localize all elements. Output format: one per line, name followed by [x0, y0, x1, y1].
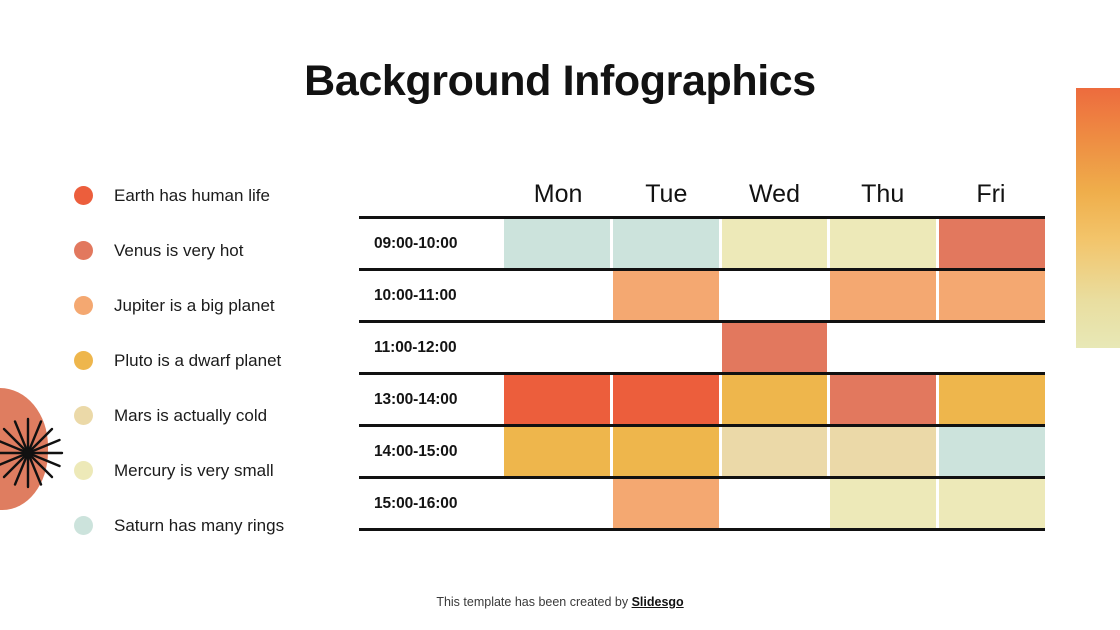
legend-item-label: Mars is actually cold	[114, 405, 268, 425]
schedule-row-cells	[504, 323, 1045, 372]
day-header-row: Mon Tue Wed Thu Fri	[359, 172, 1045, 216]
schedule-cell[interactable]	[721, 271, 828, 320]
schedule-cell[interactable]	[721, 427, 828, 476]
footer-credit: This template has been created by Slides…	[0, 595, 1120, 609]
legend-item: Saturn has many rings	[74, 498, 354, 553]
schedule-cell[interactable]	[721, 219, 828, 268]
schedule-row-cells	[504, 219, 1045, 268]
schedule-cell[interactable]	[939, 323, 1045, 372]
schedule-cell[interactable]	[504, 479, 610, 528]
day-header-mon: Mon	[533, 179, 583, 208]
slidesgo-link[interactable]: Slidesgo	[631, 595, 684, 609]
table-rule	[359, 372, 1045, 375]
schedule-cell[interactable]	[830, 479, 937, 528]
legend-color-dot	[74, 516, 93, 535]
schedule-row: 11:00-12:00	[359, 323, 1045, 372]
schedule-row-cells	[504, 427, 1045, 476]
table-rule	[359, 424, 1045, 427]
schedule-cell[interactable]	[612, 427, 719, 476]
schedule-cell[interactable]	[721, 323, 828, 372]
time-slot-label: 10:00-11:00	[374, 286, 457, 304]
legend-item: Earth has human life	[74, 168, 354, 223]
schedule-cell[interactable]	[830, 271, 937, 320]
legend-item: Mercury is very small	[74, 443, 354, 498]
schedule-cell[interactable]	[830, 427, 937, 476]
day-header-tue: Tue	[645, 179, 688, 208]
schedule-cell[interactable]	[939, 427, 1045, 476]
schedule-cell[interactable]	[939, 375, 1045, 424]
schedule-table: Mon Tue Wed Thu Fri 09:00-10:00 10:00-11:00 11…	[359, 172, 1045, 531]
schedule-row: 14:00-15:00	[359, 427, 1045, 476]
schedule-cell[interactable]	[612, 323, 719, 372]
schedule-cell[interactable]	[830, 323, 937, 372]
schedule-row: 13:00-14:00	[359, 375, 1045, 424]
schedule-cell[interactable]	[721, 375, 828, 424]
schedule-cell[interactable]	[939, 271, 1045, 320]
schedule-cell[interactable]	[830, 219, 937, 268]
legend-color-dot	[74, 241, 93, 260]
schedule-row-cells	[504, 375, 1045, 424]
schedule-cell[interactable]	[504, 427, 610, 476]
legend-color-dot	[74, 406, 93, 425]
time-slot-label: 15:00-16:00	[374, 494, 458, 512]
legend-item-label: Saturn has many rings	[114, 515, 285, 535]
table-rule	[359, 320, 1045, 323]
legend-color-dot	[74, 296, 93, 315]
schedule-cell[interactable]	[612, 479, 719, 528]
table-rule-top	[359, 216, 1045, 219]
legend-item: Mars is actually cold	[74, 388, 354, 443]
day-header-wed: Wed	[749, 179, 800, 208]
schedule-cell[interactable]	[504, 219, 610, 268]
schedule-row: 10:00-11:00	[359, 271, 1045, 320]
schedule-row-cells	[504, 479, 1045, 528]
schedule-row: 15:00-16:00	[359, 479, 1045, 528]
schedule-row: 09:00-10:00	[359, 219, 1045, 268]
time-slot-label: 11:00-12:00	[374, 338, 457, 356]
legend-item-label: Earth has human life	[114, 185, 270, 205]
schedule-cell[interactable]	[504, 375, 610, 424]
day-header-fri: Fri	[976, 179, 1006, 208]
schedule-cell[interactable]	[504, 323, 610, 372]
starburst-icon	[0, 417, 64, 489]
page-title: Background Infographics	[304, 57, 816, 105]
schedule-cell[interactable]	[504, 271, 610, 320]
legend-item: Jupiter is a big planet	[74, 278, 354, 333]
table-rule	[359, 476, 1045, 479]
table-rule	[359, 528, 1045, 531]
legend-item-label: Jupiter is a big planet	[114, 295, 275, 315]
schedule-cell[interactable]	[830, 375, 937, 424]
time-slot-label: 13:00-14:00	[374, 390, 458, 408]
legend: Earth has human life Venus is very hot Jup…	[74, 168, 354, 553]
schedule-cell[interactable]	[939, 219, 1045, 268]
schedule-cell[interactable]	[721, 479, 828, 528]
legend-item-label: Venus is very hot	[114, 240, 244, 260]
gradient-accent-bar	[1076, 88, 1120, 348]
legend-item-label: Pluto is a dwarf planet	[114, 350, 282, 370]
schedule-cell[interactable]	[939, 479, 1045, 528]
day-header-thu: Thu	[861, 179, 905, 208]
legend-item: Pluto is a dwarf planet	[74, 333, 354, 388]
legend-color-dot	[74, 186, 93, 205]
legend-color-dot	[74, 461, 93, 480]
schedule-cell[interactable]	[612, 219, 719, 268]
table-rule	[359, 268, 1045, 271]
legend-color-dot	[74, 351, 93, 370]
legend-item-label: Mercury is very small	[114, 460, 274, 480]
schedule-row-cells	[504, 271, 1045, 320]
schedule-cell[interactable]	[612, 375, 719, 424]
time-slot-label: 09:00-10:00	[374, 234, 458, 252]
legend-item: Venus is very hot	[74, 223, 354, 278]
schedule-cell[interactable]	[612, 271, 719, 320]
time-slot-label: 14:00-15:00	[374, 442, 458, 460]
footer-text: This template has been created by	[436, 595, 632, 609]
